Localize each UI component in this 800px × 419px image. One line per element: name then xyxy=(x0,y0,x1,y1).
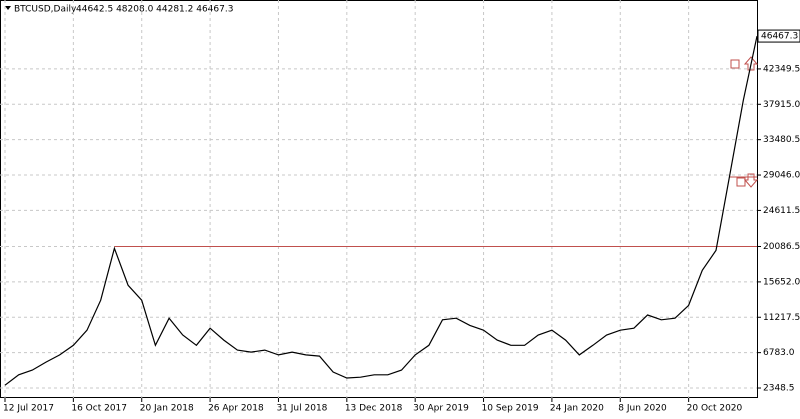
y-tick-label: 24611.5 xyxy=(763,206,800,216)
price-line xyxy=(4,35,758,386)
y-tick-label: 42349.5 xyxy=(763,64,800,74)
x-tick-label: 26 Apr 2018 xyxy=(208,404,264,414)
price-label: 46467.3 xyxy=(761,32,798,42)
y-tick-label: 6783.0 xyxy=(763,348,795,358)
x-tick-label: 12 Jul 2017 xyxy=(3,404,54,414)
price-label-box xyxy=(757,29,800,43)
x-tick-label: 16 Oct 2017 xyxy=(71,404,127,414)
y-tick-label: 20086.5 xyxy=(763,242,800,252)
x-tick-label: 13 Dec 2018 xyxy=(345,404,403,414)
x-tick-label: 20 Oct 2020 xyxy=(687,404,743,414)
y-tick-label: 2348.5 xyxy=(763,384,795,394)
y-tick-label: 11217.5 xyxy=(763,313,800,323)
x-tick-label: 10 Sep 2019 xyxy=(482,404,539,414)
x-tick-label: 20 Jan 2018 xyxy=(140,404,194,414)
y-tick-label: 37915.0 xyxy=(763,100,800,110)
x-tick-label: 8 Jun 2020 xyxy=(618,404,667,414)
y-tick-label: 29046.0 xyxy=(763,171,800,181)
x-tick-label: 31 Jul 2018 xyxy=(276,404,327,414)
plot-frame xyxy=(0,0,758,398)
x-tick-label: 24 Jan 2020 xyxy=(550,404,604,414)
chart-title: BTCUSD,Daily xyxy=(14,5,77,15)
y-tick-label: 15652.0 xyxy=(763,277,800,287)
ohlc-readout: 44642.5 48208.0 44281.2 46467.3 xyxy=(76,5,233,15)
menu-arrow[interactable] xyxy=(5,6,11,10)
y-tick-label: 33480.5 xyxy=(763,135,800,145)
x-tick-label: 30 Apr 2019 xyxy=(413,404,469,414)
